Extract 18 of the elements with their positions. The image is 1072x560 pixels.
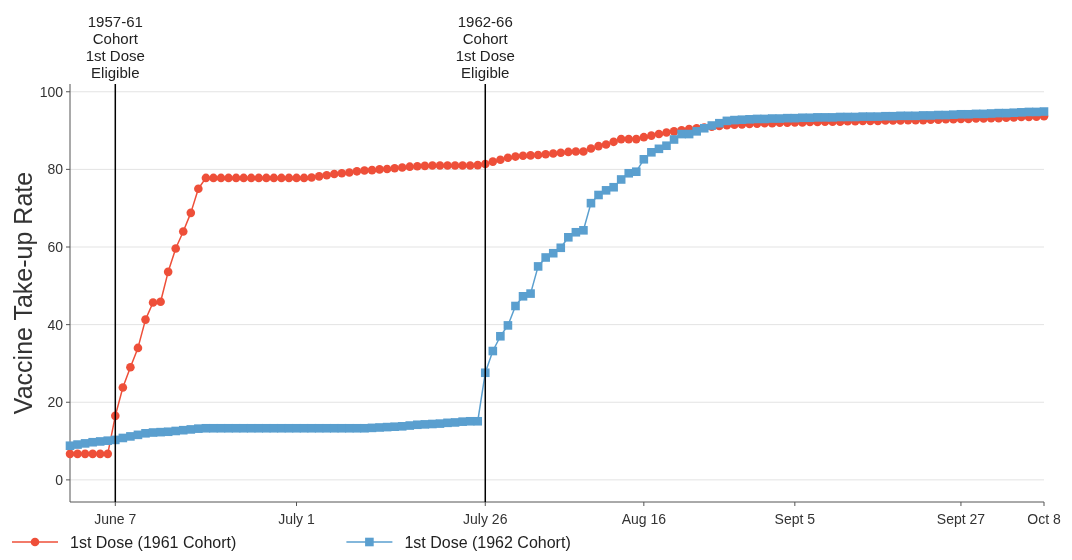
x-tick-label: July 26 <box>463 511 508 527</box>
x-tick-label: Aug 16 <box>621 511 667 527</box>
legend-label: 1st Dose (1962 Cohort) <box>404 533 571 551</box>
x-tick-label: Sept 27 <box>936 511 986 527</box>
ref-line-label: 1962-66 Cohort 1st Dose Eligible <box>455 13 515 81</box>
x-tick-label: Sept 5 <box>774 511 816 527</box>
x-tick-label: June 7 <box>94 511 137 527</box>
y-tick-label: 20 <box>47 394 64 411</box>
y-axis-title: Vaccine Take-up Rate <box>9 171 37 415</box>
legend-label: 1st Dose (1961 Cohort) <box>70 533 237 551</box>
y-tick-label: 100 <box>39 83 64 100</box>
ref-line-label: 1957-61 Cohort 1st Dose Eligible <box>85 13 145 81</box>
x-tick-label: July 1 <box>278 511 316 527</box>
x-tick-label: Oct 8 <box>1027 511 1061 527</box>
y-tick-label: 40 <box>47 316 64 333</box>
y-tick-label: 0 <box>55 471 64 488</box>
y-tick-label: 80 <box>47 161 64 178</box>
y-tick-label: 60 <box>47 238 64 255</box>
